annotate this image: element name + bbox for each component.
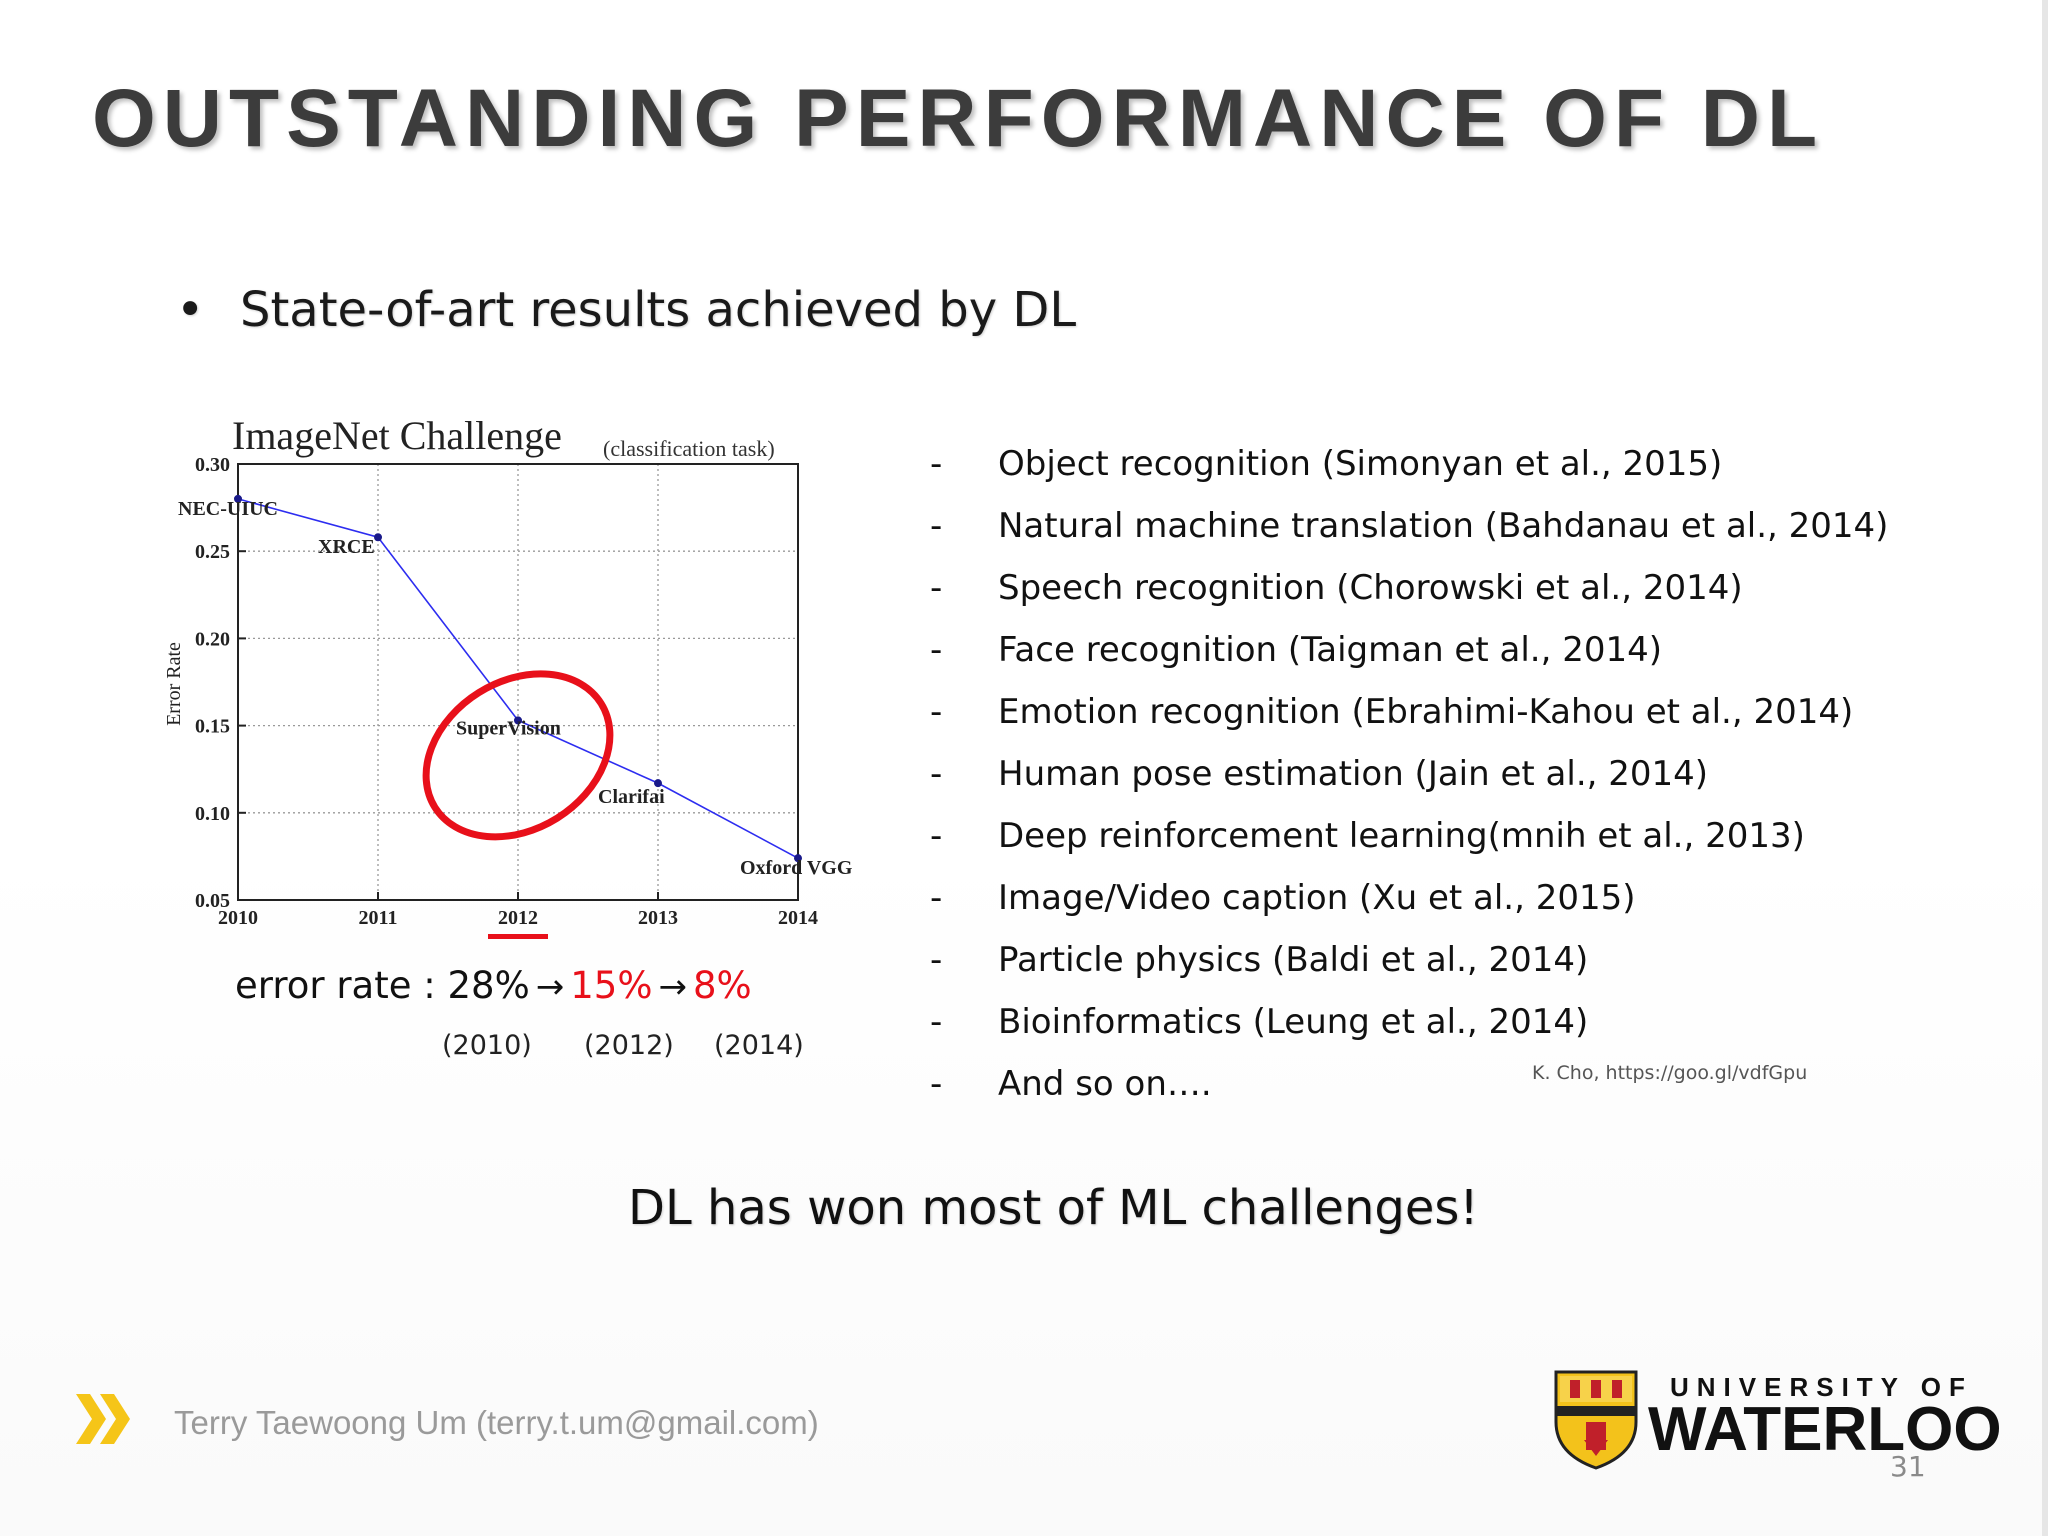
y-tick-label: 0.05 <box>195 890 230 912</box>
data-point <box>234 494 242 503</box>
application-text: Emotion recognition (Ebrahimi-Kahou et a… <box>998 692 1854 732</box>
dash-marker: - <box>930 630 943 670</box>
dash-marker: - <box>930 816 943 856</box>
data-point <box>654 779 662 788</box>
point-label: SuperVision <box>456 717 561 739</box>
y-tick-label: 0.10 <box>195 803 230 825</box>
applications-list: - Object recognition (Simonyan et al., 20… <box>930 433 1888 1115</box>
slide-title: OUTSTANDING PERFORMANCE OF DL <box>92 73 1825 164</box>
application-text: Bioinformatics (Leung et al., 2014) <box>998 1002 1589 1042</box>
application-item: - Object recognition (Simonyan et al., 20… <box>930 433 1888 495</box>
chart-subtitle: (classification task) <box>603 436 775 461</box>
footer-author: Terry Taewoong Um (terry.t.um@gmail.com) <box>174 1404 819 1441</box>
chart-svg: 0.30 0.25 0.20 0.15 0.10 0.05 2010 2011 2012 201… <box>163 454 853 939</box>
dash-marker: - <box>930 1064 943 1104</box>
application-item: - Speech recognition (Chorowski et al., 2… <box>930 557 1888 619</box>
main-bullet: • State-of-art results achieved by DL <box>176 282 1076 338</box>
y-tick-label: 0.30 <box>195 454 230 476</box>
waterloo-label: WATERLOO <box>1648 1395 2002 1464</box>
plot-frame <box>237 463 799 901</box>
dash-marker: - <box>930 568 943 608</box>
application-text: Speech recognition (Chorowski et al., 20… <box>998 568 1743 608</box>
point-label: XRCE <box>318 536 375 558</box>
application-item: - Particle physics (Baldi et al., 2014) <box>930 929 1888 991</box>
application-text: Natural machine translation (Bahdanau et… <box>998 506 1889 546</box>
application-text: Human pose estimation (Jain et al., 2014… <box>998 754 1709 794</box>
x-tick-label: 2010 <box>218 907 258 929</box>
year-2014-label: (2014) <box>714 1030 804 1061</box>
source-credit: K. Cho, https://goo.gl/vdfGpu <box>1532 1062 1808 1084</box>
slide-edge <box>2042 0 2048 1536</box>
dash-marker: - <box>930 506 943 546</box>
data-point <box>374 533 382 542</box>
x-tick-label: 2012 <box>498 907 538 929</box>
dash-marker: - <box>930 1002 943 1042</box>
arrow-icon: → <box>535 967 565 1007</box>
y-tick-label: 0.25 <box>195 541 230 563</box>
chart-title: ImageNet Challenge <box>232 413 562 458</box>
highlight-underline <box>488 934 548 939</box>
application-text: Face recognition (Taigman et al., 2014) <box>998 630 1662 670</box>
data-point <box>514 716 522 725</box>
page-number: 31 <box>1890 1450 1926 1483</box>
application-item: - Face recognition (Taigman et al., 2014) <box>930 619 1888 681</box>
application-item: - Human pose estimation (Jain et al., 201… <box>930 743 1888 805</box>
y-tick-label: 0.20 <box>195 628 230 650</box>
x-tick-label: 2013 <box>638 907 678 929</box>
highlight-ellipse <box>422 670 614 841</box>
tagline: DL has won most of ML challenges! <box>628 1180 1479 1236</box>
waterloo-crest-logo <box>1554 1370 1638 1470</box>
application-item: - Bioinformatics (Leung et al., 2014) <box>930 991 1888 1053</box>
application-text: Object recognition (Simonyan et al., 201… <box>998 444 1723 484</box>
application-item: - Natural machine translation (Bahdanau e… <box>930 495 1888 557</box>
x-tick-label: 2011 <box>359 907 398 929</box>
application-item: - Deep reinforcement learning(mnih et al.… <box>930 805 1888 867</box>
application-text: And so on…. <box>998 1064 1212 1104</box>
point-label: Oxford VGG <box>740 857 853 879</box>
application-text: Particle physics (Baldi et al., 2014) <box>998 940 1589 980</box>
arrow-icon: → <box>658 967 687 1007</box>
point-label: NEC-UIUC <box>178 498 278 520</box>
year-2012-label: (2012) <box>584 1030 674 1061</box>
main-bullet-text: State-of-art results achieved by DL <box>240 282 1077 338</box>
application-item: - And so on…. <box>930 1053 1888 1115</box>
dash-marker: - <box>930 878 943 918</box>
y-tick-label: 0.15 <box>195 716 230 738</box>
error-rate-2012: 15% <box>570 964 653 1007</box>
error-rate-2010: 28% <box>447 964 530 1007</box>
error-rate-2014: 8% <box>692 964 752 1007</box>
point-label: Clarifai <box>598 786 665 808</box>
x-tick-label: 2014 <box>778 907 818 929</box>
year-2010-label: (2010) <box>442 1030 532 1061</box>
data-point <box>794 854 802 863</box>
application-item: - Emotion recognition (Ebrahimi-Kahou et … <box>930 681 1888 743</box>
double-chevron-icon <box>76 1394 130 1444</box>
application-text: Deep reinforcement learning(mnih et al.,… <box>998 816 1805 856</box>
dash-marker: - <box>930 754 943 794</box>
application-item: - Image/Video caption (Xu et al., 2015) <box>930 867 1888 929</box>
university-of-label: UNIVERSITY OF <box>1670 1372 1973 1402</box>
dash-marker: - <box>930 692 943 732</box>
application-text: Image/Video caption (Xu et al., 2015) <box>998 878 1636 918</box>
imagenet-chart: ImageNet Challenge (classification task)… <box>150 408 890 948</box>
dash-marker: - <box>930 940 943 980</box>
bullet-symbol: • <box>176 282 205 338</box>
y-axis-label: Error Rate <box>163 642 185 726</box>
dash-marker: - <box>930 444 943 484</box>
error-rate-prefix: error rate : <box>235 964 448 1007</box>
error-rate-summary: error rate : 28% → 15% → 8% <box>235 964 752 1007</box>
